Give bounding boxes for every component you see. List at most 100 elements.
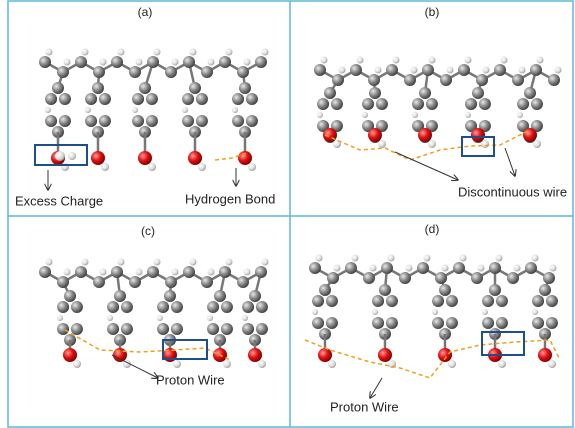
- atom: [59, 93, 71, 105]
- atom: [232, 115, 244, 127]
- atom: [312, 317, 324, 329]
- atom: [196, 115, 208, 127]
- atom: [165, 276, 177, 288]
- atom: [138, 151, 152, 165]
- atom: [157, 315, 163, 321]
- atom: [214, 290, 226, 302]
- atom: [157, 301, 169, 313]
- atom: [426, 98, 438, 110]
- atom: [370, 265, 377, 272]
- atom: [107, 323, 119, 335]
- atom: [326, 295, 338, 307]
- atom: [129, 276, 141, 288]
- atom: [92, 82, 104, 94]
- atom: [190, 259, 197, 266]
- atom: [255, 56, 267, 68]
- atom: [39, 56, 51, 68]
- atom: [93, 66, 105, 78]
- atom: [327, 272, 339, 284]
- atom: [318, 348, 332, 362]
- atom: [321, 57, 328, 64]
- atom: [64, 269, 71, 276]
- atom: [432, 317, 444, 329]
- atom: [129, 66, 141, 78]
- atom: [57, 323, 69, 335]
- atom: [372, 317, 384, 329]
- atom: [378, 140, 386, 148]
- atom: [424, 255, 431, 262]
- atom: [249, 290, 261, 302]
- atom: [546, 317, 558, 329]
- atom: [538, 348, 552, 362]
- atom: [496, 255, 503, 262]
- atom: [198, 163, 206, 171]
- atom: [85, 93, 97, 105]
- atom: [412, 112, 418, 118]
- atom: [386, 317, 398, 329]
- atom: [399, 272, 411, 284]
- atom: [146, 115, 158, 127]
- hydrogen-bond: [65, 330, 230, 360]
- atom: [114, 290, 126, 302]
- atom: [111, 56, 123, 68]
- annotation: Proton Wire: [330, 399, 399, 414]
- atom: [388, 255, 395, 262]
- atom: [262, 259, 269, 266]
- atom: [132, 93, 144, 105]
- atom: [82, 49, 89, 56]
- atom: [531, 98, 543, 110]
- atom: [136, 269, 143, 276]
- atom: [501, 57, 508, 64]
- atom: [496, 295, 508, 307]
- atom: [312, 309, 318, 315]
- atom: [173, 360, 181, 368]
- atom: [196, 93, 208, 105]
- atom: [171, 301, 183, 313]
- atom: [481, 140, 489, 148]
- atom: [532, 255, 539, 262]
- atom: [442, 265, 449, 272]
- atom: [548, 74, 560, 86]
- atom: [136, 59, 143, 66]
- atom: [171, 323, 183, 335]
- atom: [157, 323, 169, 335]
- atom: [246, 115, 258, 127]
- atom: [362, 98, 374, 110]
- atom: [75, 266, 87, 278]
- atom: [237, 276, 249, 288]
- atom: [113, 348, 127, 362]
- atom: [100, 269, 107, 276]
- atom: [319, 284, 331, 296]
- atom: [226, 49, 233, 56]
- atom: [183, 56, 195, 68]
- atom: [71, 323, 83, 335]
- atom: [417, 262, 429, 274]
- atom: [248, 163, 256, 171]
- atom: [147, 56, 159, 68]
- annotation: Hydrogen Bond: [185, 191, 275, 206]
- atom: [246, 93, 258, 105]
- atom: [512, 74, 524, 86]
- atom: [446, 317, 458, 329]
- atom: [476, 74, 488, 86]
- atom: [514, 265, 521, 272]
- atom: [317, 112, 323, 118]
- panel-label: (b): [425, 5, 440, 19]
- atom: [496, 317, 508, 329]
- atom: [429, 57, 436, 64]
- atom: [39, 266, 51, 278]
- atom: [146, 93, 158, 105]
- atom: [482, 309, 488, 315]
- atom: [45, 93, 57, 105]
- atom: [328, 360, 336, 368]
- atom: [107, 315, 113, 321]
- atom: [378, 348, 392, 362]
- atom: [111, 266, 123, 278]
- annotation: Discontinuous wire: [458, 184, 567, 199]
- atom: [546, 295, 558, 307]
- atom: [368, 74, 380, 86]
- atom: [446, 295, 458, 307]
- atom: [472, 87, 484, 99]
- atom: [478, 265, 485, 272]
- atom: [55, 151, 65, 161]
